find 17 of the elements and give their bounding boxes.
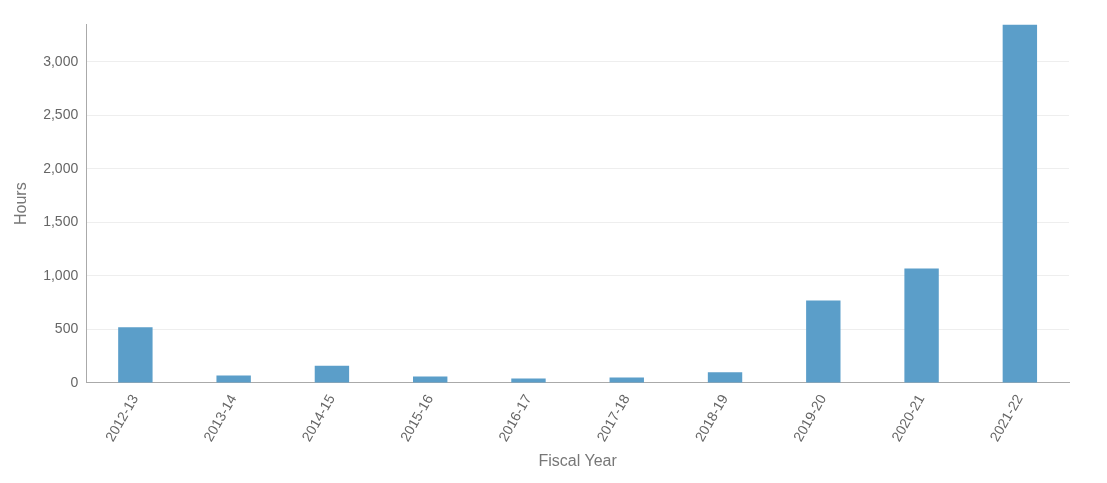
bar: [806, 300, 841, 383]
bar: [707, 372, 743, 383]
bar: [314, 365, 350, 383]
bar: [118, 327, 153, 383]
y-tick-label: 1,500: [43, 213, 79, 230]
bar: [1002, 24, 1038, 383]
y-tick-label: 2,500: [43, 106, 79, 123]
bar: [413, 376, 448, 383]
y-tick-label: 0: [70, 373, 79, 390]
x-axis-title: Fiscal Year: [538, 451, 618, 469]
y-tick-label: 1,000: [43, 266, 79, 283]
y-tick-label: 3,000: [43, 52, 79, 69]
y-tick-label: 2,000: [43, 159, 79, 176]
bar: [216, 375, 251, 383]
y-axis-title: Hours: [12, 182, 30, 225]
y-tick-label: 500: [54, 320, 79, 337]
bar: [904, 268, 939, 383]
